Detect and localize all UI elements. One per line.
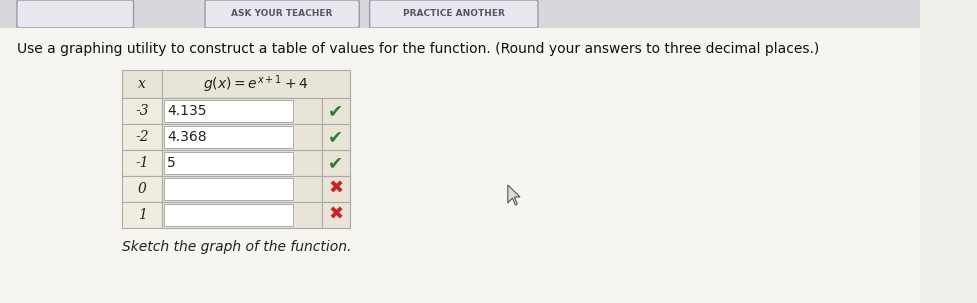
Text: ✔: ✔: [328, 102, 343, 120]
Text: x: x: [138, 77, 146, 91]
Bar: [161, 202, 321, 228]
Bar: [163, 100, 293, 122]
Text: -2: -2: [135, 130, 149, 144]
Text: 4.368: 4.368: [167, 130, 207, 144]
Text: ✖: ✖: [328, 206, 343, 224]
Bar: [122, 98, 161, 124]
Text: 0: 0: [138, 182, 147, 196]
Bar: [161, 124, 321, 150]
Text: Use a graphing utility to construct a table of values for the function. (Round y: Use a graphing utility to construct a ta…: [17, 42, 819, 56]
Bar: [0, 0, 918, 28]
Bar: [163, 178, 293, 200]
Bar: [122, 176, 161, 202]
Bar: [321, 202, 350, 228]
Bar: [321, 124, 350, 150]
Text: PRACTICE ANOTHER: PRACTICE ANOTHER: [403, 9, 504, 18]
Text: ✔: ✔: [328, 128, 343, 146]
Bar: [163, 152, 293, 174]
Bar: [161, 98, 321, 124]
Text: ✖: ✖: [328, 180, 343, 198]
Bar: [122, 70, 350, 98]
Text: ASK YOUR TEACHER: ASK YOUR TEACHER: [232, 9, 332, 18]
Text: Sketch the graph of the function.: Sketch the graph of the function.: [122, 240, 352, 254]
Bar: [161, 176, 321, 202]
Bar: [122, 202, 161, 228]
FancyBboxPatch shape: [369, 0, 537, 28]
Text: 5: 5: [167, 156, 176, 170]
Bar: [163, 204, 293, 226]
Bar: [321, 98, 350, 124]
Bar: [321, 150, 350, 176]
Text: 1: 1: [138, 208, 147, 222]
FancyBboxPatch shape: [17, 0, 134, 28]
Bar: [161, 150, 321, 176]
Bar: [321, 176, 350, 202]
Bar: [122, 150, 161, 176]
Bar: [163, 126, 293, 148]
Text: -3: -3: [135, 104, 149, 118]
Text: 4.135: 4.135: [167, 104, 207, 118]
Text: -1: -1: [135, 156, 149, 170]
FancyBboxPatch shape: [205, 0, 359, 28]
Text: ✔: ✔: [328, 154, 343, 172]
Polygon shape: [507, 185, 520, 205]
Bar: [122, 124, 161, 150]
Text: $g(x) = e^{x+1} + 4$: $g(x) = e^{x+1} + 4$: [203, 73, 308, 95]
